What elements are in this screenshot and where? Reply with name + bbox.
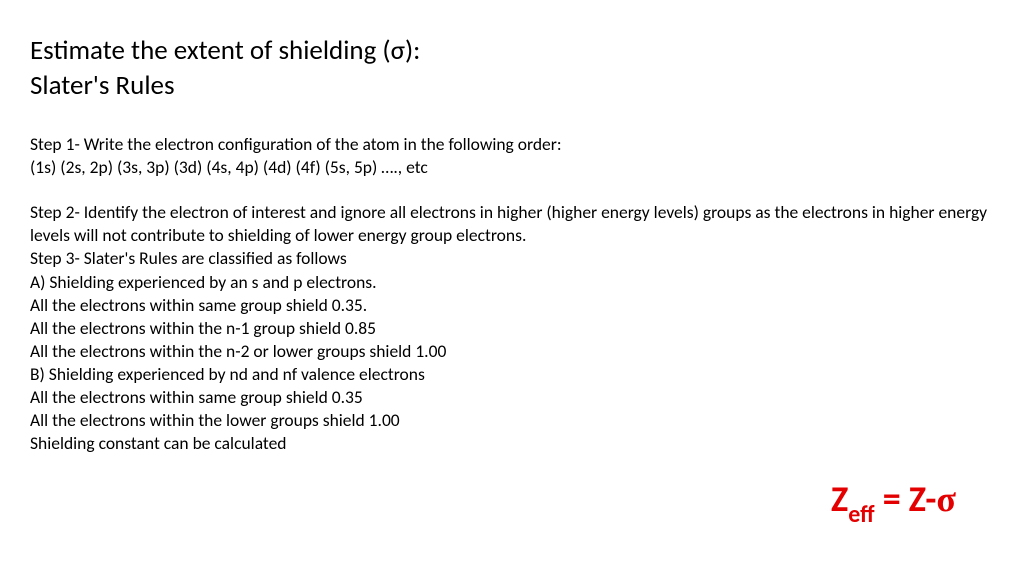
conclusion: Shielding constant can be calculated bbox=[30, 432, 994, 455]
rule-a-1: All the electrons within same group shie… bbox=[30, 294, 994, 317]
title-line-2: Slater's Rules bbox=[30, 69, 994, 104]
step1-line2: (1s) (2s, 2p) (3s, 3p) (3d) (4s, 4p) (4d… bbox=[30, 156, 994, 179]
formula-mid: = Z- bbox=[875, 477, 937, 521]
formula-z: Z bbox=[831, 477, 848, 521]
rule-a-2: All the electrons within the n-1 group s… bbox=[30, 317, 994, 340]
slide-body: Step 1- Write the electron configuration… bbox=[30, 133, 994, 455]
zeff-formula: Zeff = Z-σ bbox=[831, 477, 956, 526]
step3-heading: Step 3- Slater's Rules are classified as… bbox=[30, 247, 994, 270]
slide-title: Estimate the extent of shielding (σ): Sl… bbox=[30, 34, 994, 103]
step1-line1: Step 1- Write the electron configuration… bbox=[30, 133, 994, 156]
title-line-1: Estimate the extent of shielding (σ): bbox=[30, 34, 994, 69]
rule-b-2: All the electrons within the lower group… bbox=[30, 409, 994, 432]
rule-b-heading: B) Shielding experienced by nd and nf va… bbox=[30, 363, 994, 386]
rule-a-3: All the electrons within the n-2 or lowe… bbox=[30, 340, 994, 363]
step2: Step 2- Identify the electron of interes… bbox=[30, 201, 994, 247]
formula-sub: eff bbox=[848, 500, 874, 529]
rule-a-heading: A) Shielding experienced by an s and p e… bbox=[30, 271, 994, 294]
formula-sigma: σ bbox=[936, 479, 956, 519]
rule-b-1: All the electrons within same group shie… bbox=[30, 386, 994, 409]
